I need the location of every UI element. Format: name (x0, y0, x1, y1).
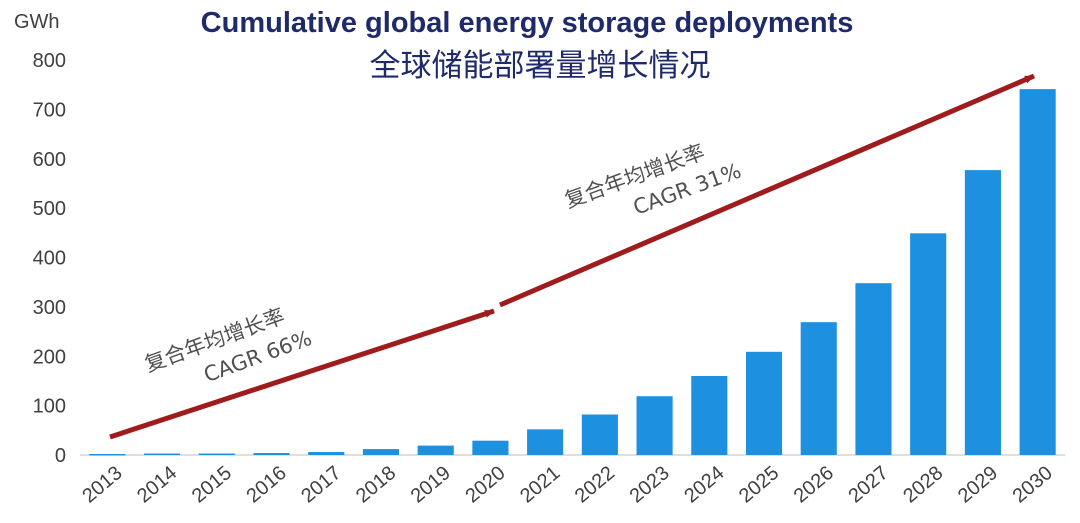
y-tick-label: 100 (33, 396, 66, 418)
bar-2019 (417, 445, 454, 455)
bar-2022 (581, 414, 618, 455)
y-tick-label: 0 (55, 445, 66, 467)
x-axis-ticks: 2013 2014 2015 2016 2017 2018 2019 2020 2021 2022… (78, 462, 1057, 507)
y-tick-label: 700 (33, 99, 66, 121)
x-tick-label: 2020 (461, 462, 509, 507)
bar-2015 (198, 453, 235, 456)
x-tick-label: 2029 (954, 462, 1002, 507)
bar-2028 (910, 233, 947, 455)
bar-2026 (800, 322, 837, 455)
bar-2021 (527, 429, 564, 455)
bar-2014 (144, 453, 181, 456)
x-tick-label: 2021 (516, 462, 564, 507)
x-tick-label: 2026 (790, 462, 838, 507)
bar-2018 (362, 449, 400, 455)
y-tick-label: 500 (33, 198, 66, 220)
chart-title: Cumulative global energy storage deploym… (201, 7, 854, 39)
bar-2017 (308, 452, 345, 455)
y-tick-label: 800 (33, 50, 66, 72)
chart-subtitle: 全球储能部署量增长情况 (370, 48, 711, 84)
x-tick-label: 2014 (133, 462, 181, 507)
x-tick-label: 2025 (735, 462, 783, 507)
bar-2025 (745, 351, 783, 455)
x-tick-label: 2023 (626, 462, 674, 507)
cagr-arrow-late (499, 73, 1035, 308)
bars-group (89, 89, 1056, 456)
bar-2020 (472, 440, 509, 455)
x-tick-label: 2024 (680, 462, 728, 507)
bar-2030 (1019, 89, 1056, 455)
y-axis-ticks: 0 100 200 300 400 500 600 700 800 (33, 50, 66, 467)
y-axis-unit: GWh (14, 11, 60, 33)
x-tick-label: 2016 (243, 462, 291, 507)
x-tick-label: 2019 (407, 462, 455, 507)
x-tick-label: 2013 (78, 462, 126, 507)
bar-2016 (253, 453, 290, 455)
x-tick-label: 2030 (1009, 462, 1057, 507)
cagr-annotation-early: 复合年均增长率 CAGR 66% (142, 304, 315, 387)
x-tick-label: 2015 (188, 462, 236, 507)
bar-2013 (89, 454, 126, 456)
x-tick-label: 2028 (899, 462, 947, 507)
bar-2023 (636, 396, 673, 455)
x-tick-label: 2022 (571, 462, 619, 507)
y-tick-label: 400 (33, 248, 66, 270)
y-tick-label: 200 (33, 346, 66, 368)
x-tick-label: 2027 (844, 462, 892, 507)
bar-2024 (691, 376, 728, 455)
bar-2029 (964, 170, 1001, 455)
cagr-annotation-late: 复合年均增长率 CAGR 31% (562, 140, 745, 220)
x-tick-label: 2017 (297, 462, 345, 507)
bar-2027 (855, 283, 892, 455)
x-tick-label: 2018 (352, 462, 400, 507)
cagr-arrow-early (109, 308, 495, 440)
y-tick-label: 300 (33, 297, 66, 319)
y-tick-label: 600 (33, 149, 66, 171)
